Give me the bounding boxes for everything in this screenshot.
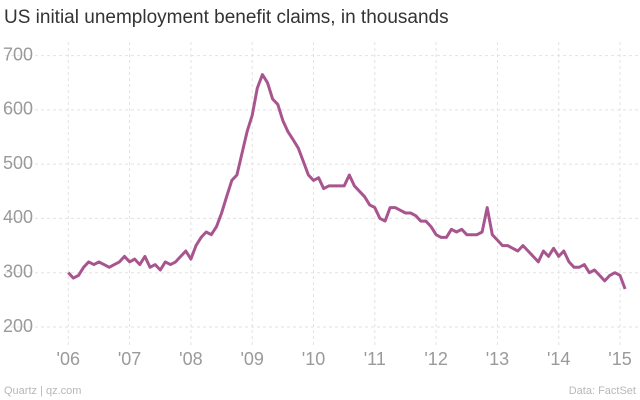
chart-title: US initial unemployment benefit claims, … [4,7,449,28]
x-tick-label: '14 [547,349,570,369]
x-tick-label: '13 [486,349,509,369]
source: Data: FactSet [569,385,636,397]
y-tick-label: 400 [3,207,33,227]
line [67,73,627,290]
x-tick-label: '15 [608,349,631,369]
x-tick-label: '11 [364,349,386,369]
x-tick-label: '10 [302,349,325,369]
y-tick-label: 600 [3,99,33,119]
x-tick-label: '07 [118,349,141,369]
credit: Quartz | qz.com [4,385,81,397]
y-tick-label: 500 [3,153,33,173]
x-tick-label: '06 [57,349,80,369]
x-tick-label: '08 [179,349,202,369]
y-tick-label: 200 [3,316,33,336]
y-tick-label: 300 [3,261,33,281]
x-tick-label: '12 [424,349,447,369]
y-tick-label: 700 [3,44,33,64]
x-tick-label: '09 [240,349,263,369]
